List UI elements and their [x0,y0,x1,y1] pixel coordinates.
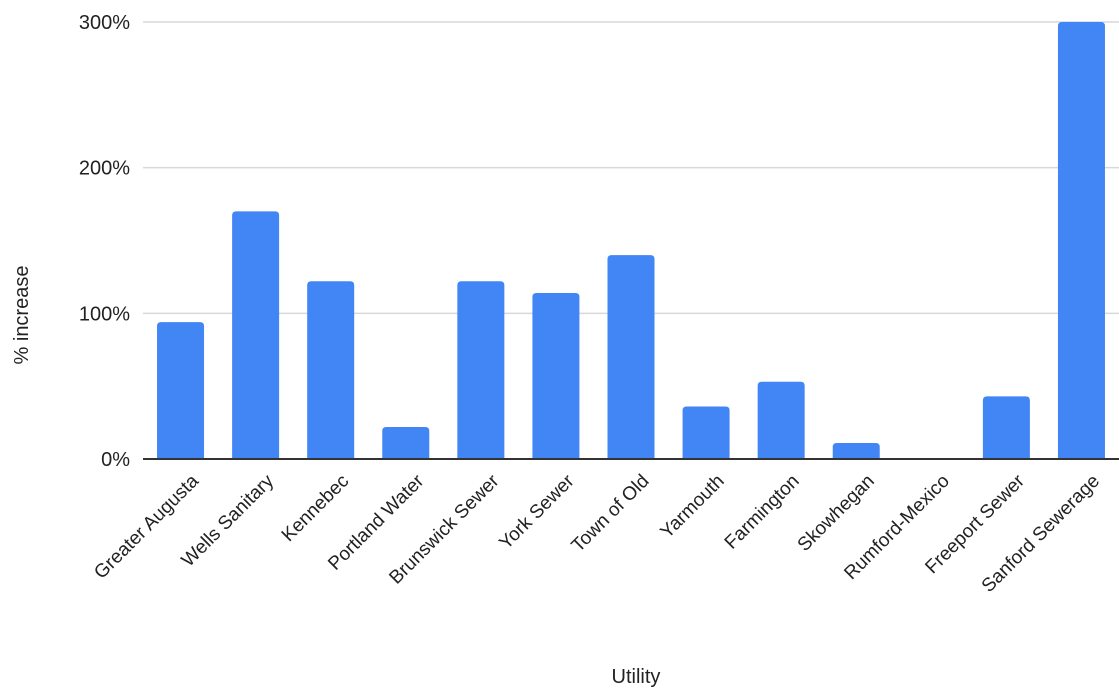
x-category-label: York Sewer [495,470,579,554]
y-axis-title: % increase [11,266,33,365]
y-tick-label: 0% [101,449,130,471]
bars [157,22,1105,459]
y-axis-ticks: 0% 100% 200% 300% [79,12,130,471]
y-tick-label: 100% [79,303,130,325]
bar-sanford-sewerage [1057,22,1105,459]
x-category-label: Town of Old [568,471,654,557]
bar-york-sewer [532,292,580,459]
y-tick-label: 200% [79,158,130,180]
bar-freeport-sewer [982,396,1030,459]
bar-portland-water [382,426,430,459]
x-category-label: Yarmouth [657,471,729,543]
x-category-label: Kennebec [278,471,353,546]
bar-skowhegan [832,442,880,459]
bar-kennebec [307,281,355,459]
bar-town-of-old [607,255,655,459]
x-axis-title: Utility [612,666,661,688]
bar-yarmouth [682,406,730,459]
bar-farmington [757,381,805,459]
x-category-label: Farmington [721,471,804,554]
y-tick-label: 300% [79,12,130,34]
bar-greater-augusta [157,322,205,459]
bar-brunswick-sewer [457,281,505,459]
bar-wells-sanitary [232,211,280,459]
